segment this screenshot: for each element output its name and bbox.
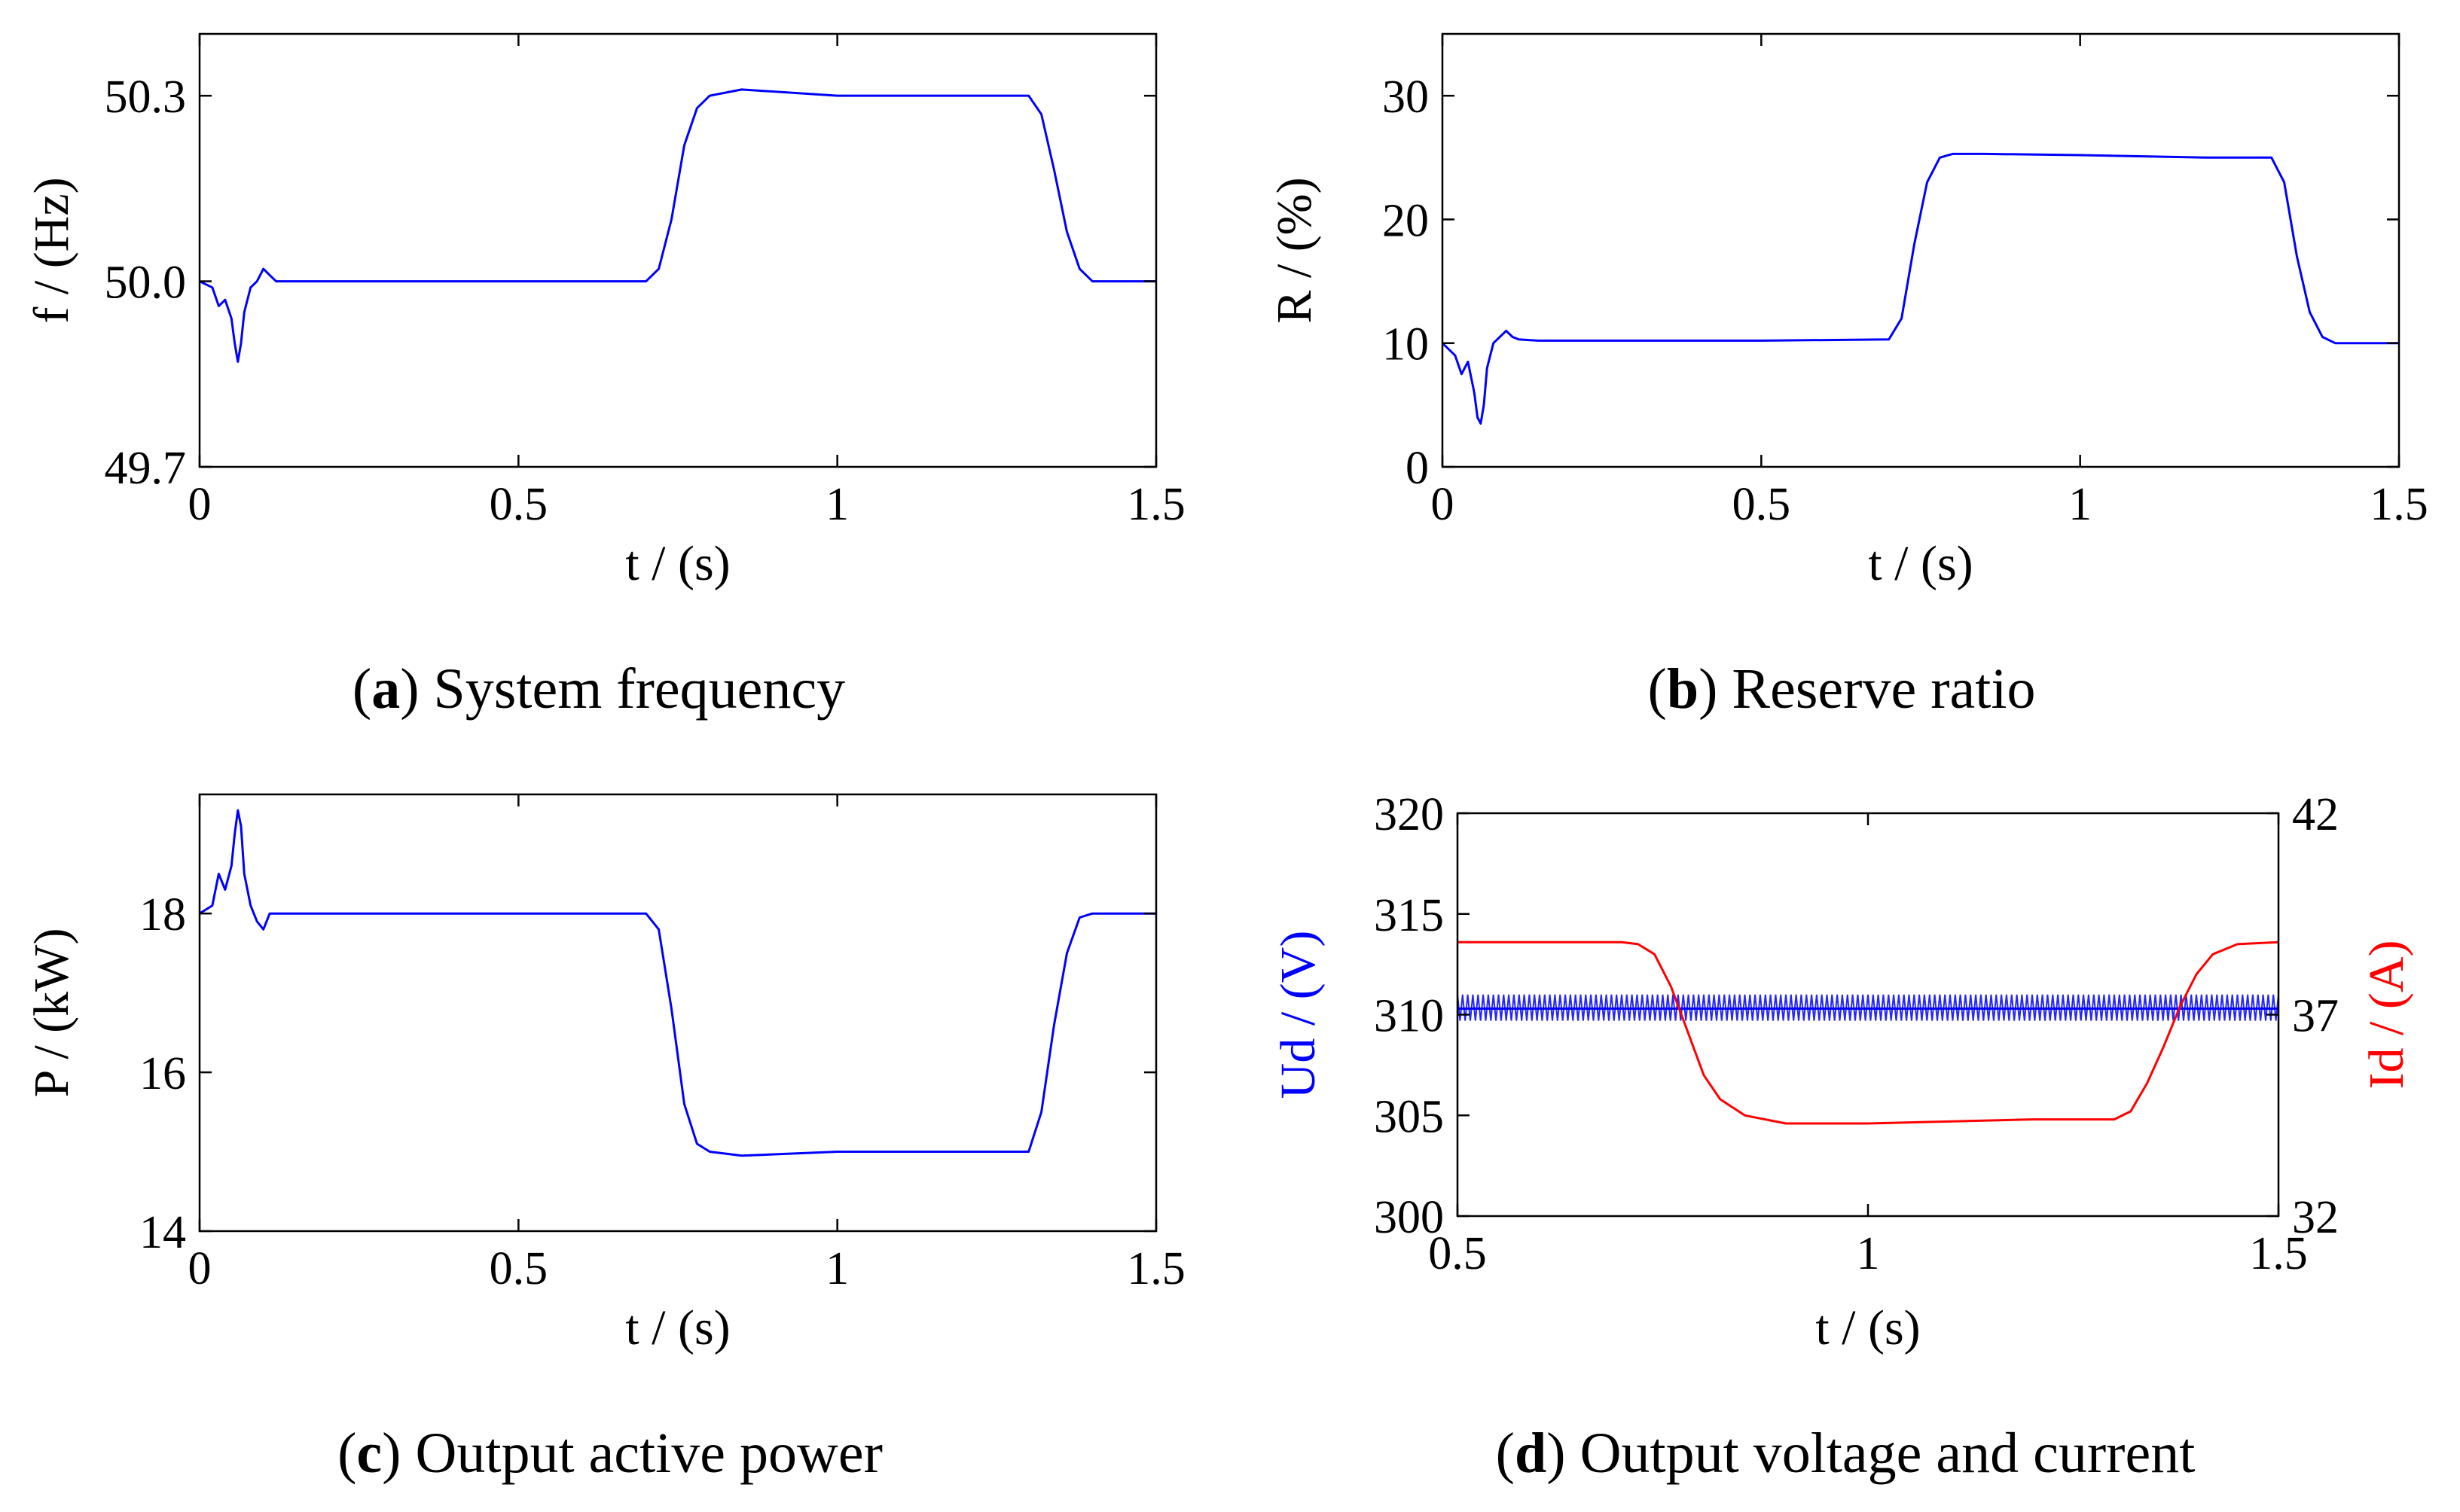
x-tick-label-b-0: 0: [1431, 479, 1454, 530]
caption-d-open: (: [1496, 1422, 1515, 1485]
x-axis-label-d: t / (s): [1815, 1300, 1920, 1355]
y-tick-label-b-1: 10: [1382, 319, 1429, 370]
x-tick-label-b-2: 1: [2068, 479, 2092, 530]
caption-a-text: System frequency: [420, 657, 846, 721]
panel-c-output-active-power: 0 0.5 1 1.5 14 16 18 t / (s) P / (kW) (c) Output…: [24, 793, 1186, 1485]
y-axis-label-right-d: Id / (A): [2359, 940, 2414, 1090]
y-tick-label-d-3: 315: [1374, 890, 1444, 941]
caption-b-letter: b: [1667, 657, 1698, 721]
x-tick-label-c-3: 1.5: [1127, 1243, 1186, 1294]
x-tick-label-c-1: 0.5: [490, 1243, 548, 1294]
x-tick-label-a-1: 0.5: [490, 479, 548, 530]
y-tick-label-right-d-2: 42: [2292, 789, 2339, 840]
y-axis-label-a: f / (Hz): [24, 177, 79, 323]
plot-frame-d: [1456, 812, 2280, 1218]
caption-b: (b) Reserve ratio: [1648, 657, 2036, 721]
x-axis-label-b: t / (s): [1868, 536, 1973, 591]
x-tick-label-d-1: 1: [1857, 1228, 1880, 1279]
x-axis-label-a: t / (s): [625, 536, 730, 591]
panel-b-reserve-ratio: 0 0.5 1 1.5 0 10 20 30 t / (s) R / (%) (b) Reserv…: [1267, 32, 2428, 721]
plot-frame-c: [198, 793, 1158, 1233]
caption-b-open: (: [1648, 657, 1667, 721]
x-tick-label-a-3: 1.5: [1127, 479, 1186, 530]
caption-c-text: Output active power: [401, 1422, 882, 1485]
x-tick-label-c-2: 1: [826, 1243, 849, 1294]
y-tick-label-a-2: 50.3: [105, 72, 187, 123]
y-axis-label-b: R / (%): [1267, 177, 1322, 323]
y-tick-label-c-1: 16: [139, 1048, 186, 1099]
plot-frame-b: [1441, 32, 2400, 468]
caption-c-letter: c: [356, 1422, 382, 1485]
caption-a-letter: a: [371, 657, 400, 721]
panel-d-output-voltage-current: 0.5 1 1.5 300 305 310 315 320 32 37 42 t / (s) Ud / …: [1271, 789, 2414, 1485]
series-R-line: [1442, 152, 2399, 425]
caption-d: (d) Output voltage and current: [1496, 1422, 2196, 1485]
y-tick-label-c-2: 18: [139, 889, 186, 940]
series-Id-line: [1457, 940, 2278, 1125]
y-tick-label-a-0: 49.7: [105, 443, 187, 494]
y-tick-label-d-2: 310: [1374, 991, 1444, 1042]
y-tick-label-b-2: 20: [1382, 195, 1429, 246]
chart-b: 0 0.5 1 1.5 0 10 20 30 t / (s) R / (%): [1267, 32, 2428, 591]
plot-frame-a: [198, 32, 1158, 468]
y-tick-label-d-0: 300: [1374, 1192, 1444, 1243]
chart-c: 0 0.5 1 1.5 14 16 18 t / (s) P / (kW): [24, 793, 1186, 1355]
x-tick-label-b-3: 1.5: [2370, 479, 2428, 530]
y-axis-label-d: Ud / (V): [1271, 931, 1326, 1099]
x-tick-label-d-2: 1.5: [2249, 1228, 2308, 1279]
caption-c-close: ): [382, 1422, 401, 1485]
series-Ud-band: [1457, 994, 2278, 1021]
x-tick-label-b-1: 0.5: [1732, 479, 1791, 530]
chart-d: 0.5 1 1.5 300 305 310 315 320 32 37 42 t / (s) Ud / …: [1271, 789, 2414, 1355]
panel-a-system-frequency: 0 0.5 1 1.5 49.7 50.0 50.3 t / (s) f / (Hz) (a) …: [24, 32, 1186, 721]
caption-d-letter: d: [1515, 1422, 1546, 1485]
caption-c-open: (: [337, 1422, 356, 1485]
y-tick-label-right-d-1: 37: [2292, 991, 2339, 1042]
y-tick-label-d-4: 320: [1374, 789, 1444, 840]
y-tick-label-b-3: 30: [1382, 72, 1429, 123]
y-tick-label-right-d-0: 32: [2292, 1192, 2339, 1243]
x-axis-label-c: t / (s): [625, 1300, 730, 1355]
y-tick-label-b-0: 0: [1405, 443, 1429, 494]
x-tick-label-a-0: 0: [188, 479, 212, 530]
y-tick-label-c-0: 14: [139, 1207, 186, 1258]
series-f-line: [200, 88, 1156, 363]
caption-d-text: Output voltage and current: [1566, 1422, 2196, 1485]
series-P-line: [200, 809, 1156, 1157]
caption-d-close: ): [1546, 1422, 1565, 1485]
x-tick-label-d-0: 0.5: [1428, 1228, 1487, 1279]
chart-a: 0 0.5 1 1.5 49.7 50.0 50.3 t / (s) f / (Hz): [24, 32, 1186, 591]
x-tick-label-c-0: 0: [188, 1243, 212, 1294]
caption-a: (a) System frequency: [353, 657, 845, 721]
caption-b-text: Reserve ratio: [1717, 657, 2035, 721]
y-tick-label-d-1: 305: [1374, 1091, 1444, 1142]
caption-a-close: ): [400, 657, 419, 721]
caption-c: (c) Output active power: [337, 1422, 883, 1485]
y-axis-label-c: P / (kW): [24, 928, 79, 1098]
x-tick-label-a-2: 1: [826, 479, 849, 530]
caption-b-close: ): [1698, 657, 1717, 721]
y-tick-label-a-1: 50.0: [105, 258, 187, 309]
caption-a-open: (: [353, 657, 371, 721]
